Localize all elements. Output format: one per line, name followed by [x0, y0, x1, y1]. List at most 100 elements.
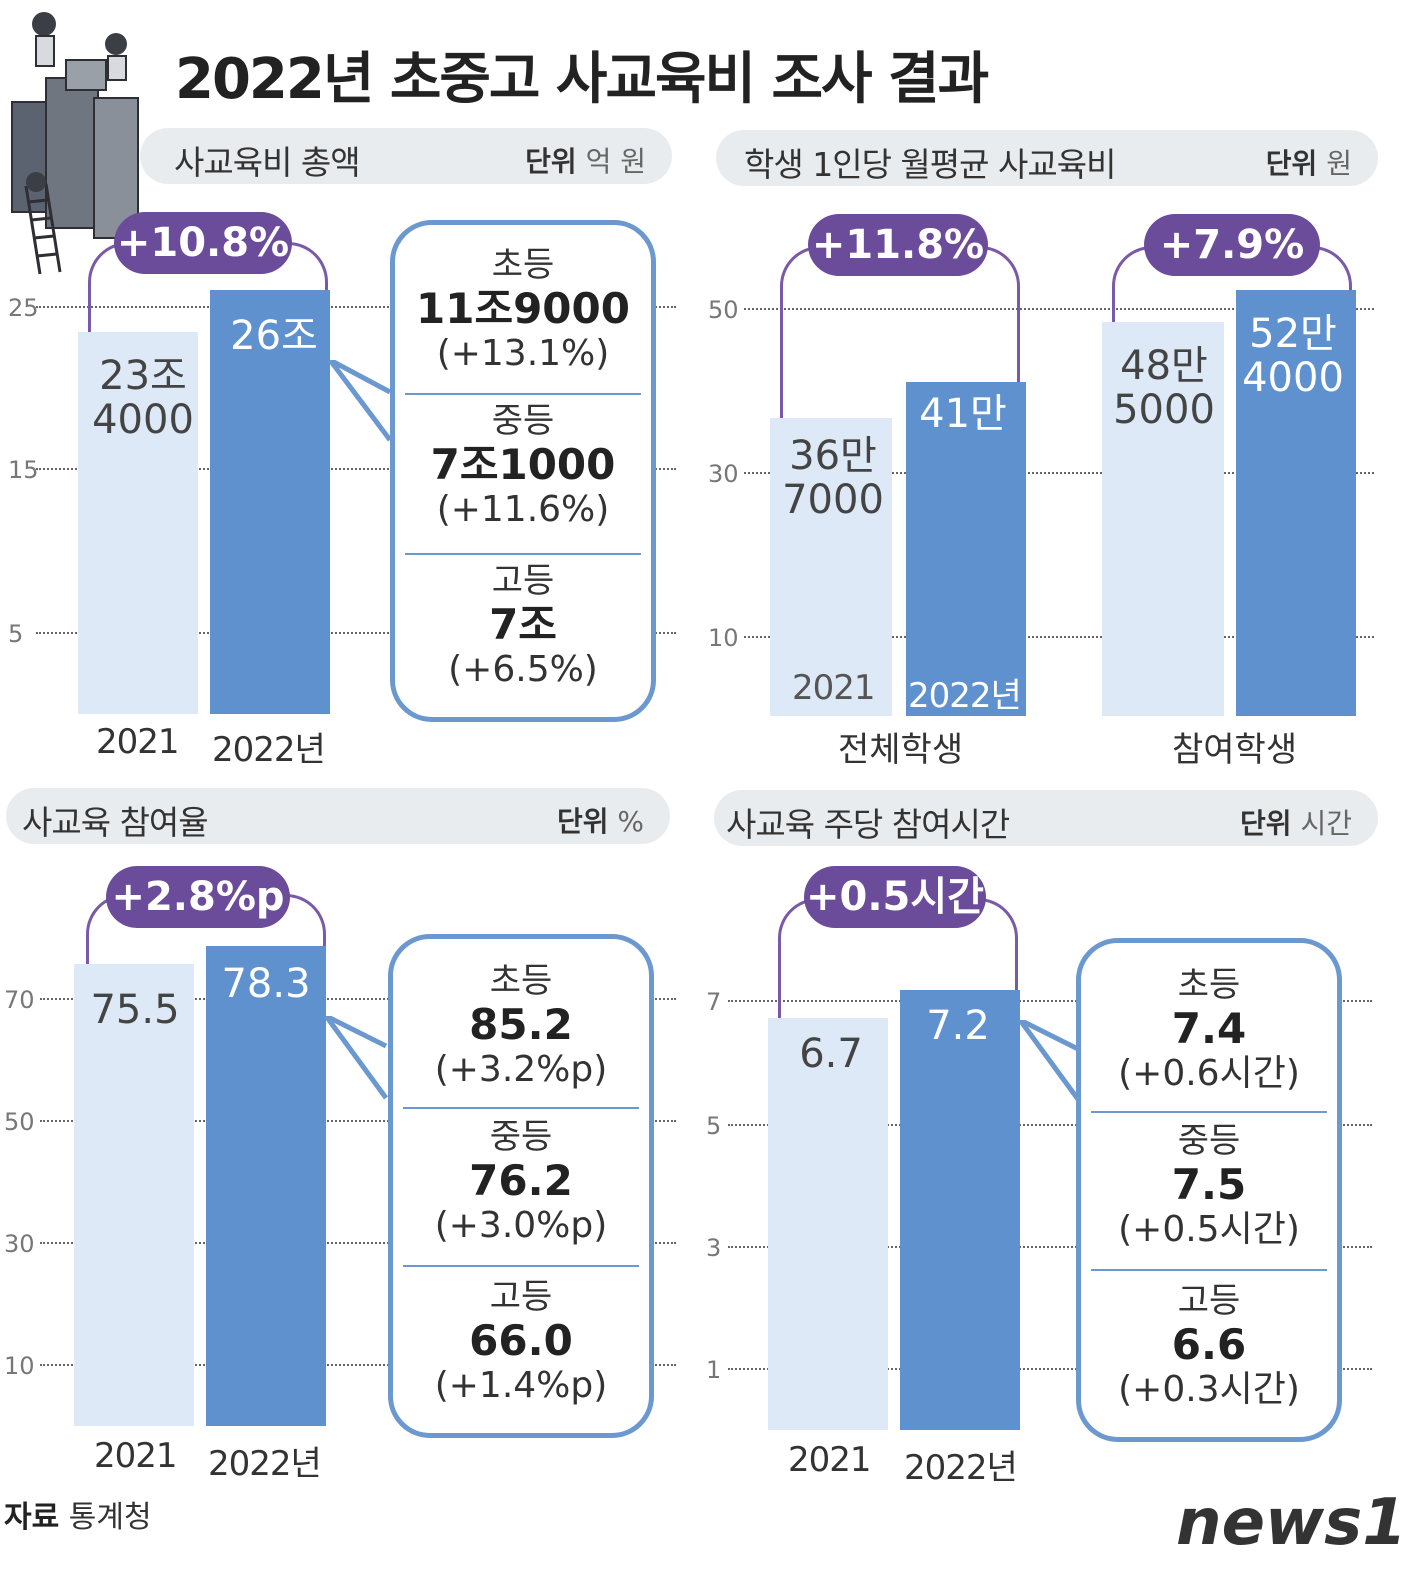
panel-unit-participation: 단위 %: [556, 805, 644, 838]
gridline: [40, 1364, 676, 1366]
ytick: 15: [8, 456, 39, 484]
panel-unit-hours: 단위 시간: [1240, 807, 1352, 840]
breakdown-high: 고등 66.0 (+1.4%p): [434, 1277, 608, 1406]
ytick: 10: [708, 624, 739, 652]
bar-all-2021: [770, 418, 892, 716]
ytick: 1: [706, 1356, 722, 1384]
change-badge: +10.8%: [114, 212, 292, 274]
panel-title-per-student: 학생 1인당 월평균 사교육비: [744, 145, 1116, 184]
bar-2022: [206, 946, 326, 1426]
gridline: [744, 636, 1374, 638]
breakdown-elementary: 초등 7.4 (+0.6시간): [1118, 965, 1300, 1094]
panel-header-total: 사교육비 총액 단위 억 원: [140, 128, 672, 184]
breakdown-high: 고등 6.6 (+0.3시간): [1118, 1281, 1300, 1410]
gridline: [40, 1120, 676, 1122]
breakdown-high: 고등 7조 (+6.5%): [448, 561, 598, 690]
bar-2022: [210, 290, 330, 714]
page-title: 2022년 초중고 사교육비 조사 결과: [175, 47, 989, 112]
ytick: 25: [8, 294, 39, 322]
gridline: [40, 998, 676, 1000]
divider: [403, 1107, 639, 1109]
bar-label-2022: 7.2: [926, 1003, 990, 1049]
ytick: 50: [4, 1108, 35, 1136]
ytick: 7: [706, 988, 722, 1016]
breakdown-callout: 초등 7.4 (+0.6시간) 중등 7.5 (+0.5시간) 고등 6.6 (…: [1076, 938, 1342, 1442]
bar-label-2021: 6.7: [799, 1031, 863, 1077]
callout-pointer: [328, 360, 396, 442]
x-label-2021: 2021: [788, 1440, 872, 1480]
ytick: 70: [4, 986, 35, 1014]
panel-unit-total: 단위 억 원: [525, 145, 646, 178]
gridline: [728, 1246, 1372, 1248]
gridline: [744, 472, 1374, 474]
bar-label-all-2021: 36만 7000: [782, 433, 884, 523]
panel-unit-per-student: 단위 원: [1265, 147, 1352, 180]
panel-title-participation: 사교육 참여율: [22, 803, 209, 842]
bar-all-2022: [906, 382, 1026, 716]
panel-header-per-student: 학생 1인당 월평균 사교육비 단위 원: [716, 130, 1378, 186]
x-label-2022: 2022년: [208, 1444, 322, 1484]
news1-logo: news1: [1176, 1486, 1406, 1560]
bar-2021: [768, 1018, 888, 1430]
group-label-all: 전체학생: [838, 730, 964, 770]
callout-pointer: [1018, 1020, 1086, 1104]
gridline: [744, 308, 1374, 310]
divider: [405, 553, 641, 555]
x-label-2021: 2021: [94, 1436, 178, 1476]
breakdown-elementary: 초등 85.2 (+3.2%p): [434, 961, 608, 1090]
x-label-2021: 2021: [792, 668, 876, 708]
change-badge: +7.9%: [1144, 214, 1320, 276]
x-label-2022: 2022년: [908, 676, 1022, 716]
divider: [1091, 1269, 1327, 1271]
source-credit: 자료 통계청: [4, 1500, 152, 1535]
bar-label-participant-2022: 52만 4000: [1242, 311, 1344, 401]
children-climbing-books-illustration: [11, 12, 139, 275]
breakdown-middle: 중등 7조1000 (+11.6%): [430, 401, 616, 530]
x-label-2022: 2022년: [904, 1448, 1018, 1488]
ytick: 30: [4, 1230, 35, 1258]
gridline: [36, 468, 676, 470]
ytick: 5: [706, 1112, 722, 1140]
bar-participant-2021: [1102, 322, 1224, 716]
ytick: 50: [708, 296, 739, 324]
callout-pointer: [324, 1016, 392, 1100]
bar-label-participant-2021: 48만 5000: [1113, 343, 1215, 433]
ytick: 5: [8, 620, 24, 648]
bar-2021: [78, 332, 198, 714]
panel-header-hours: 사교육 주당 참여시간 단위 시간: [714, 790, 1378, 846]
panel-title-hours: 사교육 주당 참여시간: [726, 805, 1010, 844]
gridline: [728, 1124, 1372, 1126]
breakdown-middle: 중등 7.5 (+0.5시간): [1118, 1121, 1300, 1250]
gridline: [728, 1368, 1372, 1370]
gridline: [36, 632, 676, 634]
gridline: [728, 1000, 1372, 1002]
bar-label-2022: 78.3: [221, 961, 311, 1007]
breakdown-callout: 초등 11조9000 (+13.1%) 중등 7조1000 (+11.6%) 고…: [390, 220, 656, 722]
x-label-2021: 2021: [96, 722, 180, 762]
bar-2021: [74, 964, 194, 1426]
ytick: 3: [706, 1234, 722, 1262]
change-badge: +2.8%p: [106, 866, 290, 928]
breakdown-middle: 중등 76.2 (+3.0%p): [434, 1117, 608, 1246]
panel-header-participation: 사교육 참여율 단위 %: [6, 788, 670, 844]
gridline: [36, 306, 676, 308]
divider: [405, 393, 641, 395]
group-label-participant: 참여학생: [1172, 730, 1298, 770]
bar-label-all-2022: 41만: [919, 391, 1007, 437]
gridline: [40, 1242, 676, 1244]
ytick: 10: [4, 1352, 35, 1380]
bar-label-2022: 26조: [230, 313, 318, 359]
bar-label-2021: 23조 4000: [92, 353, 194, 443]
ytick: 30: [708, 460, 739, 488]
panel-title-total: 사교육비 총액: [174, 143, 361, 182]
bar-2022: [900, 990, 1020, 1430]
divider: [1091, 1111, 1327, 1113]
breakdown-callout: 초등 85.2 (+3.2%p) 중등 76.2 (+3.0%p) 고등 66.…: [388, 934, 654, 1438]
breakdown-elementary: 초등 11조9000 (+13.1%): [416, 245, 630, 374]
change-badge: +11.8%: [808, 214, 988, 276]
bar-participant-2022: [1236, 290, 1356, 716]
divider: [403, 1265, 639, 1267]
x-label-2022: 2022년: [212, 730, 326, 770]
bar-label-2021: 75.5: [90, 987, 180, 1033]
change-badge: +0.5시간: [804, 866, 986, 928]
